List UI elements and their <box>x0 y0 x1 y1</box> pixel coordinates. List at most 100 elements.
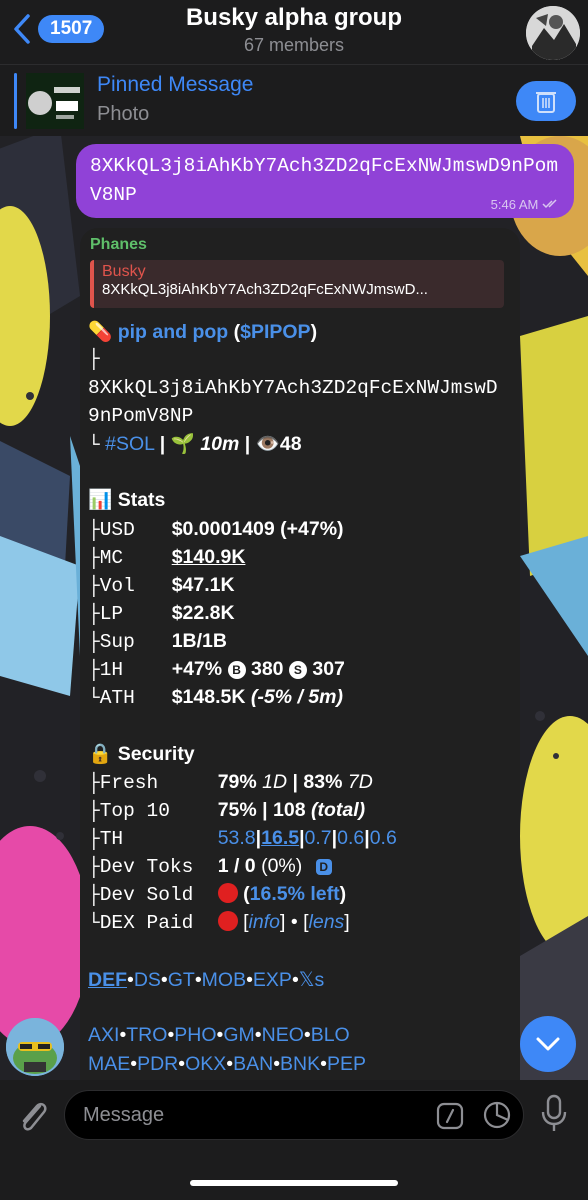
sep: | <box>159 433 166 455</box>
link-mob[interactable]: MOB <box>201 969 247 991</box>
link-gm[interactable]: GM <box>223 1024 255 1046</box>
stat-row-ath: └ATH $148.5K (-5% / 5m) <box>88 686 343 709</box>
dexpaid-info-link[interactable]: info <box>248 911 280 933</box>
outgoing-message[interactable]: 8XKkQL3j8iAhKbY7Ach3ZD2qFcExNWJmswD9nPom… <box>76 144 574 218</box>
link-x-search[interactable]: 𝕏s <box>298 969 325 991</box>
tree-corner: └ <box>88 912 100 934</box>
link-gt[interactable]: GT <box>167 969 195 991</box>
chevron-left-icon <box>14 14 30 44</box>
contract-address-line2[interactable]: 9nPomV8NP <box>88 405 194 427</box>
devtoks-value: 1 / 0 <box>217 855 256 877</box>
reply-preview[interactable]: Busky 8XKkQL3j8iAhKbY7Ach3ZD2qFcExNWJmsw… <box>90 260 504 308</box>
link-ds[interactable]: DS <box>133 969 161 991</box>
link-exp[interactable]: EXP <box>252 969 292 991</box>
contract-address-line1[interactable]: 8XKkQL3j8iAhKbY7Ach3ZD2qFcExNWJmswD <box>88 377 498 399</box>
token-name-link[interactable]: pip and pop <box>117 321 229 343</box>
dot-sep: • <box>290 911 298 933</box>
paren-open: ( <box>233 321 241 343</box>
dot-sep: • <box>216 1024 224 1046</box>
stat-value: $0.0001409 (+47%) <box>171 518 344 540</box>
group-avatar-image <box>526 6 580 60</box>
tree-branch: ├ <box>88 856 100 878</box>
stat-row-vol: ├Vol $47.1K <box>88 574 235 597</box>
security-label: Fresh <box>99 772 159 794</box>
links-row-3: MAE•PDR•OKX•BAN•BNK•PEP <box>88 1053 366 1076</box>
chart-emoji: 📊 <box>88 489 113 511</box>
attach-button[interactable] <box>16 1096 50 1139</box>
sticker-button[interactable] <box>482 1100 512 1135</box>
paperclip-icon <box>22 1102 47 1131</box>
link-pep[interactable]: PEP <box>326 1053 367 1075</box>
tree-branch: ├ <box>88 575 100 597</box>
th-link[interactable]: 0.6 <box>369 827 397 849</box>
security-row-fresh: ├Fresh 79% 1D | 83% 7D <box>88 771 373 794</box>
th-link[interactable]: 0.7 <box>304 827 332 849</box>
link-tro[interactable]: TRO <box>126 1024 168 1046</box>
th-link[interactable]: 53.8 <box>217 827 256 849</box>
dot-sep: • <box>254 1024 262 1046</box>
chain-hashtag[interactable]: #SOL <box>105 433 155 455</box>
microphone-icon <box>541 1094 567 1131</box>
chevron-down-icon <box>536 1037 560 1051</box>
tree-branch: ├ <box>88 828 100 850</box>
security-row-dexpaid: └DEX Paid [info] • [lens] <box>88 911 350 934</box>
sep: | <box>299 827 305 849</box>
token-ticker-link[interactable]: $PIPOP <box>240 321 311 343</box>
link-def[interactable]: DEF <box>88 969 127 991</box>
eye-emoji: 👁️ <box>255 433 280 455</box>
link-okx[interactable]: OKX <box>185 1053 227 1075</box>
chat-title-block[interactable]: Busky alpha group 67 members <box>0 4 588 56</box>
security-label: Dev Sold <box>99 884 194 906</box>
fresh-7d-period: 7D <box>347 771 373 793</box>
dot-sep: • <box>119 1024 127 1046</box>
tree-branch: ├ <box>88 547 100 569</box>
dexpaid-lens-link[interactable]: lens <box>308 911 345 933</box>
commands-button[interactable] <box>436 1102 464 1135</box>
devsold-link[interactable]: 16.5% left <box>249 883 340 905</box>
sep: | <box>364 827 370 849</box>
voice-record-button[interactable] <box>540 1094 568 1139</box>
bracket-close: ] <box>280 911 286 933</box>
dev-icon[interactable]: D <box>315 859 332 875</box>
th-link[interactable]: 0.6 <box>337 827 365 849</box>
link-ban[interactable]: BAN <box>233 1053 274 1075</box>
scroll-to-bottom-button[interactable] <box>520 1016 576 1072</box>
message-input[interactable]: Message <box>64 1090 524 1140</box>
sep: | <box>292 771 298 793</box>
dot-sep: • <box>273 1053 281 1075</box>
th-link[interactable]: 16.5 <box>261 827 300 849</box>
security-label: DEX Paid <box>99 912 194 934</box>
sells-icon: S <box>288 661 307 679</box>
stat-value-link[interactable]: $140.9K <box>171 546 246 568</box>
tree-branch: ├ <box>88 659 100 681</box>
unpin-button[interactable] <box>516 81 576 121</box>
sender-name[interactable]: Phanes <box>90 236 147 253</box>
tree-branch: ├ <box>88 603 100 625</box>
sender-avatar[interactable] <box>6 1018 64 1076</box>
bracket-open: [ <box>243 911 249 933</box>
link-pho[interactable]: PHO <box>174 1024 217 1046</box>
link-mae[interactable]: MAE <box>88 1053 131 1075</box>
link-neo[interactable]: NEO <box>261 1024 304 1046</box>
stats-title: Stats <box>117 489 166 511</box>
link-bnk[interactable]: BNK <box>280 1053 321 1075</box>
security-row-top10: ├Top 10 75% | 108 (total) <box>88 799 365 822</box>
link-blo[interactable]: BLO <box>310 1024 350 1046</box>
members-count: 67 members <box>243 35 345 55</box>
stat-value: $22.8K <box>171 602 235 624</box>
link-pdr[interactable]: PDR <box>137 1053 179 1075</box>
group-avatar[interactable] <box>526 6 580 60</box>
incoming-message[interactable]: Phanes Busky 8XKkQL3j8iAhKbY7Ach3ZD2qFcE… <box>80 228 520 1088</box>
chain-info-line: └ #SOL | 🌱 10m | 👁️48 <box>88 432 302 456</box>
tree-branch: ├ <box>88 772 100 794</box>
tree-branch: ├ <box>88 800 100 822</box>
back-button[interactable]: 1507 <box>10 12 105 46</box>
sep: | <box>262 799 268 821</box>
pinned-message-bar[interactable]: Pinned Message Photo <box>0 64 588 136</box>
unread-count-badge: 1507 <box>38 15 105 43</box>
message-time: 5:46 AM <box>490 197 539 212</box>
link-axi[interactable]: AXI <box>88 1024 120 1046</box>
top10-pct: 75% <box>217 799 257 821</box>
stat-row-sup: ├Sup 1B/1B <box>88 630 227 653</box>
security-label: TH <box>99 828 124 850</box>
